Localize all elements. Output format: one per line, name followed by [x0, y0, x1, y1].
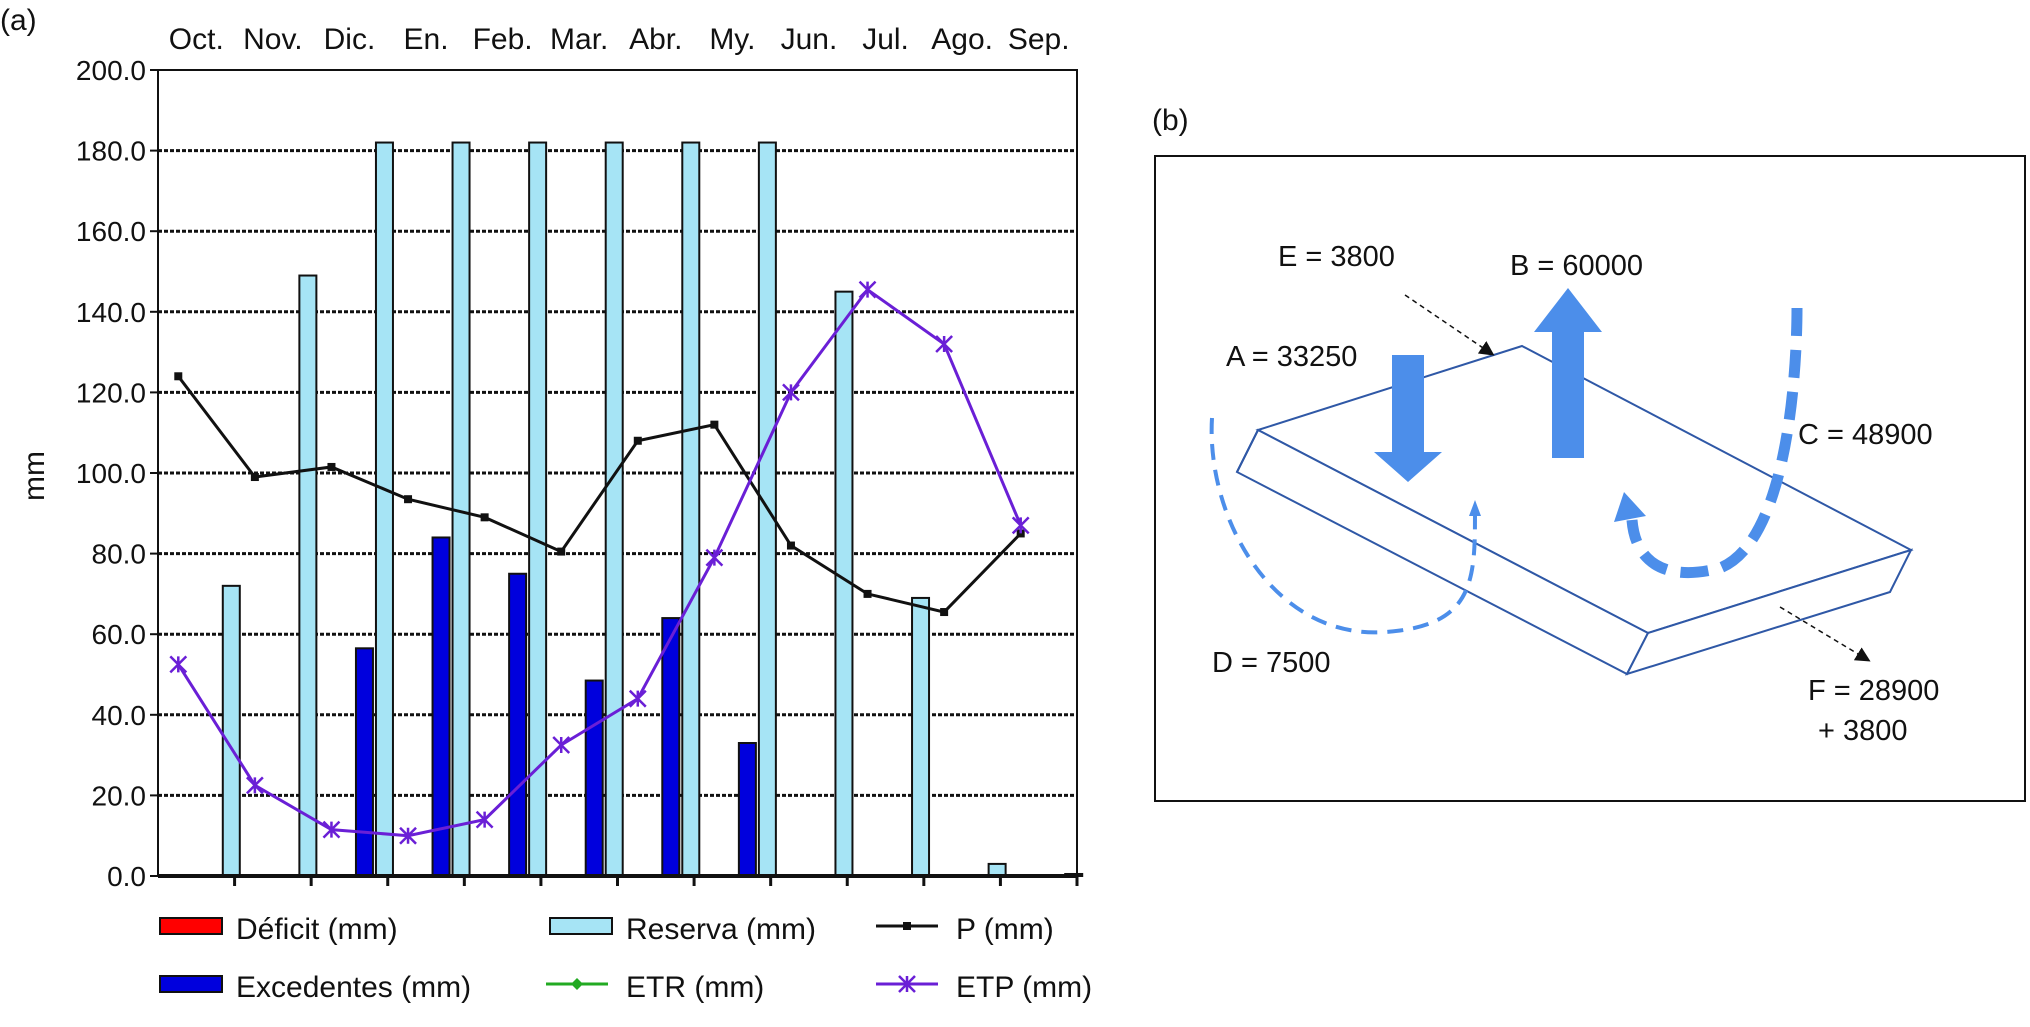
marker-diamond	[571, 978, 583, 990]
month-label: Jun.	[781, 23, 838, 56]
month-label: Nov.	[243, 23, 302, 56]
month-label: Sep.	[1008, 23, 1070, 56]
y-tick-label: 60.0	[92, 619, 147, 650]
legend-swatch	[549, 917, 613, 935]
series-lines	[169, 280, 1030, 845]
month-label: Oct.	[169, 23, 224, 56]
marker-asterisk	[1011, 516, 1030, 535]
y-tick-label: 200.0	[76, 55, 146, 86]
month-label: Dic.	[324, 23, 376, 56]
bar-reserva	[911, 596, 931, 877]
marker-square	[174, 372, 183, 381]
month-label: Abr.	[629, 23, 682, 56]
marker-square	[940, 608, 949, 617]
month-label: Mar.	[550, 23, 608, 56]
axes: 0.0 20.0 40.0 60.0 80.0 100.0 120.0 140.0 160.0 1…	[76, 23, 1079, 892]
bar-reserva	[604, 141, 624, 878]
y-tick-label: 100.0	[76, 458, 146, 489]
marker-square	[786, 541, 795, 550]
month-label: My.	[709, 23, 755, 56]
marker-asterisk	[475, 810, 494, 829]
marker-square	[633, 436, 642, 445]
legend-label: Déficit (mm)	[236, 913, 398, 946]
legend-swatch	[159, 975, 223, 993]
y-axis-label: mm	[18, 451, 51, 501]
month-label: Feb.	[473, 23, 533, 56]
bar-reserva	[221, 584, 241, 878]
month-label: En.	[404, 23, 449, 56]
marker-asterisk	[169, 655, 188, 674]
marker-square	[404, 495, 413, 504]
marker-square	[557, 547, 566, 556]
legend-label: ETP (mm)	[956, 971, 1092, 1004]
y-tick-label: 140.0	[76, 297, 146, 328]
month-label: Jul.	[862, 23, 909, 56]
bar-reserva	[298, 274, 318, 877]
month-label: Ago.	[931, 23, 993, 56]
marker-square	[1016, 529, 1025, 538]
marker-square	[327, 462, 336, 471]
panel-a-label: (a)	[0, 4, 37, 37]
bar-excedentes	[737, 742, 757, 878]
marker-asterisk	[322, 820, 341, 839]
marker-asterisk	[552, 736, 571, 754]
y-tick-label: 180.0	[76, 136, 146, 167]
marker-square	[250, 473, 259, 482]
line-etp	[177, 287, 1023, 838]
legend-label: Excedentes (mm)	[236, 971, 471, 1004]
y-tick-label: 120.0	[76, 377, 146, 408]
marker-asterisk	[858, 280, 877, 299]
legend-label: P (mm)	[956, 913, 1054, 946]
marker-asterisk	[399, 826, 417, 845]
line-p	[177, 375, 1022, 614]
marker-square	[903, 922, 911, 930]
y-tick-label: 40.0	[92, 700, 147, 731]
bars	[221, 141, 1084, 878]
legend-label: ETR (mm)	[626, 971, 764, 1004]
legend-swatch	[159, 917, 223, 935]
y-tick-label: 160.0	[76, 216, 146, 247]
marker-asterisk	[898, 975, 916, 993]
bar-excedentes	[661, 617, 681, 878]
bar-excedentes	[584, 679, 604, 877]
marker-asterisk	[245, 776, 264, 795]
legend: Déficit (mm) Reserva (mm) P (mm) Excedentes…	[159, 913, 1092, 1004]
bar-reserva	[681, 141, 701, 878]
marker-square	[710, 420, 719, 429]
marker-asterisk	[628, 689, 647, 708]
bar-excedentes	[431, 536, 451, 877]
y-tick-label: 0.0	[107, 861, 146, 892]
legend-label: Reserva (mm)	[626, 913, 816, 946]
marker-asterisk	[782, 383, 800, 402]
marker-square	[863, 589, 872, 598]
bar-excedentes	[508, 572, 528, 877]
bar-excedentes	[354, 647, 374, 877]
y-tick-label: 80.0	[92, 539, 147, 570]
marker-asterisk	[935, 335, 954, 353]
bar-reserva	[374, 141, 394, 878]
y-tick-label: 20.0	[92, 780, 147, 811]
marker-square	[480, 513, 489, 522]
marker-asterisk	[705, 548, 724, 567]
